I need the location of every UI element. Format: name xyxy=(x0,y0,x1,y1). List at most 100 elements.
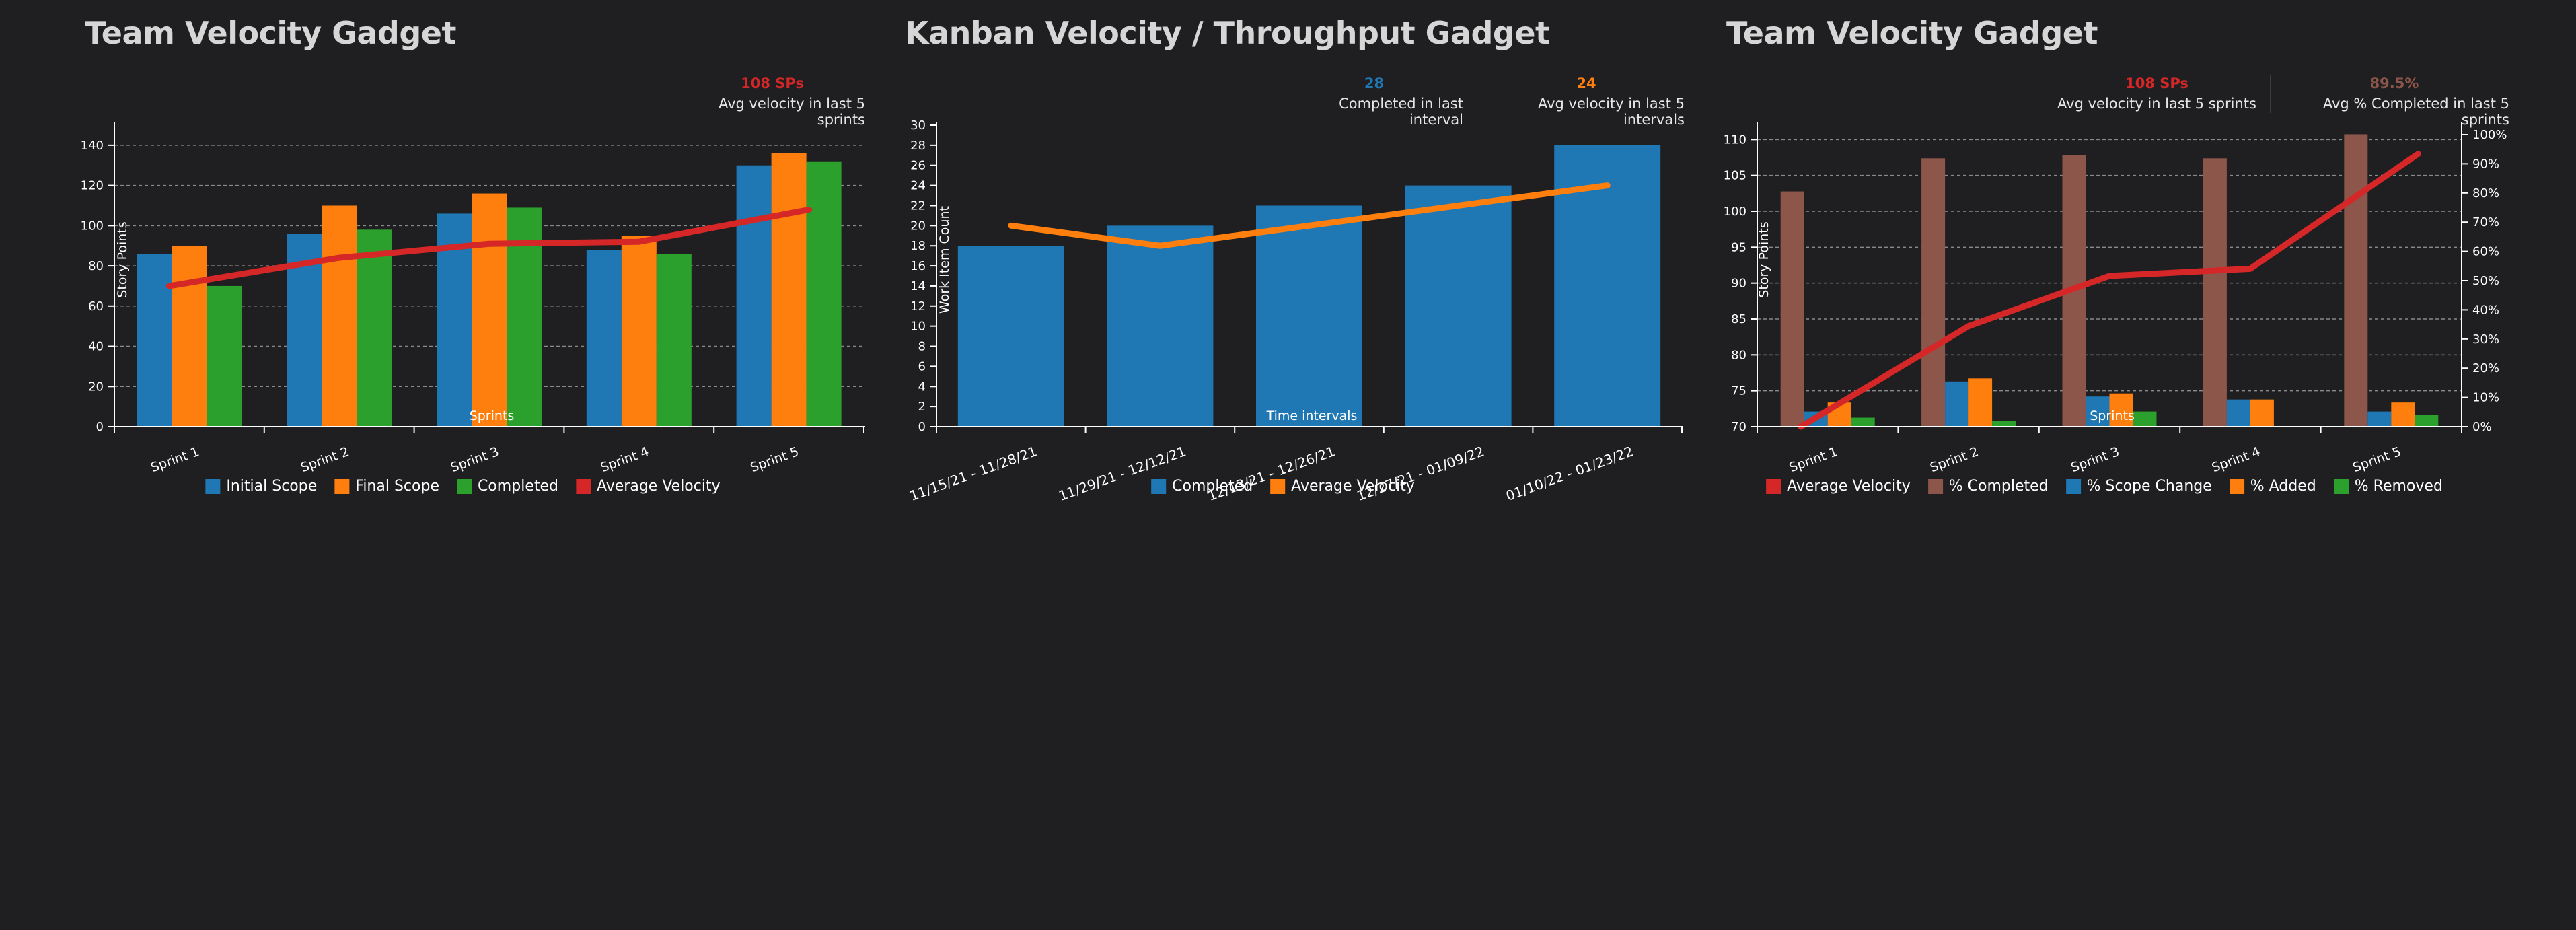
bar-pct-scope-change-3 xyxy=(2086,396,2110,427)
line-average-velocity xyxy=(1008,182,1611,249)
legend-item-pct-completed[interactable]: % Completed xyxy=(1927,478,2049,495)
line-average-velocity xyxy=(165,206,813,289)
gadget3-title: Team Velocity Gadget xyxy=(1726,15,2098,51)
bar-completed-3 xyxy=(1256,205,1362,427)
legend-label: Completed xyxy=(477,478,558,495)
y-tick-label: 100 xyxy=(81,219,104,233)
legend-item-pct-scope-change[interactable]: % Scope Change xyxy=(2065,478,2212,495)
y2-tick-label: 0% xyxy=(2472,420,2492,434)
legend-label: % Completed xyxy=(1948,478,2049,495)
y-tick-label: 24 xyxy=(910,179,926,193)
legend-item-pct-added[interactable]: % Added xyxy=(2229,478,2316,495)
legend-item-pct-removed[interactable]: % Removed xyxy=(2333,478,2443,495)
bar-completed-4 xyxy=(1405,185,1512,427)
legend-item-average-velocity[interactable]: Average Velocity xyxy=(1270,478,1415,495)
bar-final-scope-4 xyxy=(621,236,657,427)
y2-tick-label: 100% xyxy=(2472,128,2507,142)
line-average-velocity xyxy=(1798,151,2421,430)
y-tick-label: 95 xyxy=(1731,240,1746,254)
x-axis-label: Sprints xyxy=(2090,408,2135,423)
x-axis-label: Time intervals xyxy=(1266,408,1358,423)
legend-swatch xyxy=(205,478,221,494)
y-tick-label: 26 xyxy=(910,159,926,173)
bar-final-scope-1 xyxy=(172,246,207,427)
gadget2-title: Kanban Velocity / Throughput Gadget xyxy=(905,15,1550,51)
gadget2-legend: Completed Average Velocity xyxy=(1151,478,1415,495)
y-tick-label: 4 xyxy=(918,380,926,394)
y-tick-label: 6 xyxy=(918,359,926,373)
y-tick-label: 22 xyxy=(910,199,926,213)
y-tick-label: 0 xyxy=(918,420,926,434)
legend-item-average-velocity[interactable]: Average Velocity xyxy=(1766,478,1911,495)
x-tick-label: Sprint 5 xyxy=(2351,444,2403,475)
x-tick-label: Sprint 2 xyxy=(1928,444,1981,475)
x-axis-label: Sprints xyxy=(470,408,515,423)
gadget3-avg-completed-stat: 89.5% Avg % Completed in last 5 sprints xyxy=(2279,75,2509,128)
y-axis-label: Work Item Count xyxy=(937,206,952,314)
legend-item-completed[interactable]: Completed xyxy=(1151,478,1253,495)
bar-completed-2 xyxy=(1107,225,1214,427)
legend-swatch xyxy=(1766,478,1781,494)
y-tick-label: 105 xyxy=(1724,169,1746,183)
legend-swatch xyxy=(456,478,472,494)
y-tick-label: 85 xyxy=(1731,312,1746,326)
y-tick-label: 90 xyxy=(1731,277,1746,291)
gadget3-stat2-label: Avg % Completed in last 5 sprints xyxy=(2322,96,2509,128)
bar-completed-2 xyxy=(357,229,392,427)
y2-tick-label: 10% xyxy=(2472,391,2499,405)
legend-item-initial-scope[interactable]: Initial Scope xyxy=(205,478,317,495)
legend-swatch xyxy=(2229,478,2244,494)
y-tick-label: 10 xyxy=(910,320,926,334)
legend-label: Final Scope xyxy=(355,478,439,495)
legend-swatch xyxy=(575,478,591,494)
legend-swatch xyxy=(1927,478,1943,494)
y-tick-label: 40 xyxy=(88,340,104,354)
bar-pct-scope-change-5 xyxy=(2367,411,2392,427)
y-tick-label: 60 xyxy=(88,299,104,314)
gadget1-title: Team Velocity Gadget xyxy=(85,15,456,51)
legend-item-final-scope[interactable]: Final Scope xyxy=(334,478,439,495)
y-tick-label: 120 xyxy=(81,179,104,193)
legend-swatch xyxy=(2065,478,2081,494)
bar-pct-completed-4 xyxy=(2203,158,2227,427)
gadget3-legend: Average Velocity % Completed % Scope Chang… xyxy=(1766,478,2443,495)
y-tick-label: 30 xyxy=(910,118,926,133)
legend-label: % Removed xyxy=(2354,478,2443,495)
legend-item-completed[interactable]: Completed xyxy=(456,478,558,495)
legend-item-average-velocity[interactable]: Average Velocity xyxy=(575,478,721,495)
y-tick-label: 20 xyxy=(910,219,926,233)
gadget3-stat-divider xyxy=(2270,75,2271,113)
bar-final-scope-2 xyxy=(322,205,357,427)
bar-final-scope-3 xyxy=(472,193,507,427)
y-tick-label: 20 xyxy=(88,380,104,394)
y-tick-label: 14 xyxy=(910,279,926,293)
gadget2-stat1-label: Completed in last interval xyxy=(1339,96,1463,128)
legend-swatch xyxy=(2333,478,2349,494)
gadget2-stat2-label: Avg velocity in last 5 intervals xyxy=(1537,96,1685,128)
bar-final-scope-5 xyxy=(771,153,807,427)
gadget3-stat2-value: 89.5% xyxy=(2369,75,2419,92)
y-tick-label: 100 xyxy=(1724,205,1746,219)
bar-pct-completed-2 xyxy=(1921,158,1946,427)
legend-label: Average Velocity xyxy=(596,478,721,495)
y-tick-label: 8 xyxy=(918,340,926,354)
y-tick-label: 18 xyxy=(910,239,926,253)
bar-pct-removed-1 xyxy=(1851,417,1875,427)
x-tick-label: Sprint 3 xyxy=(2069,444,2121,475)
y-axis-label: Story Points xyxy=(1757,221,1771,297)
y2-tick-label: 60% xyxy=(2472,245,2499,259)
bar-pct-scope-change-4 xyxy=(2226,399,2250,427)
gadget2-stat1-value: 28 xyxy=(1364,75,1385,92)
bar-completed-5 xyxy=(806,161,842,427)
bar-completed-1 xyxy=(207,285,242,427)
y-tick-label: 12 xyxy=(910,299,926,314)
bar-completed-1 xyxy=(957,246,1064,427)
bar-pct-added-3 xyxy=(2109,393,2133,427)
y2-tick-label: 20% xyxy=(2472,361,2499,375)
bar-initial-scope-4 xyxy=(586,250,622,427)
y-tick-label: 140 xyxy=(81,139,104,153)
bar-pct-scope-change-2 xyxy=(1945,381,1969,427)
bar-pct-added-5 xyxy=(2391,402,2415,427)
gadget3-chart: 70 75 80 85 90 95 100 105 110 Sprint 1 Sprint 2 Spr… xyxy=(1724,122,2507,475)
bar-initial-scope-1 xyxy=(137,254,172,427)
